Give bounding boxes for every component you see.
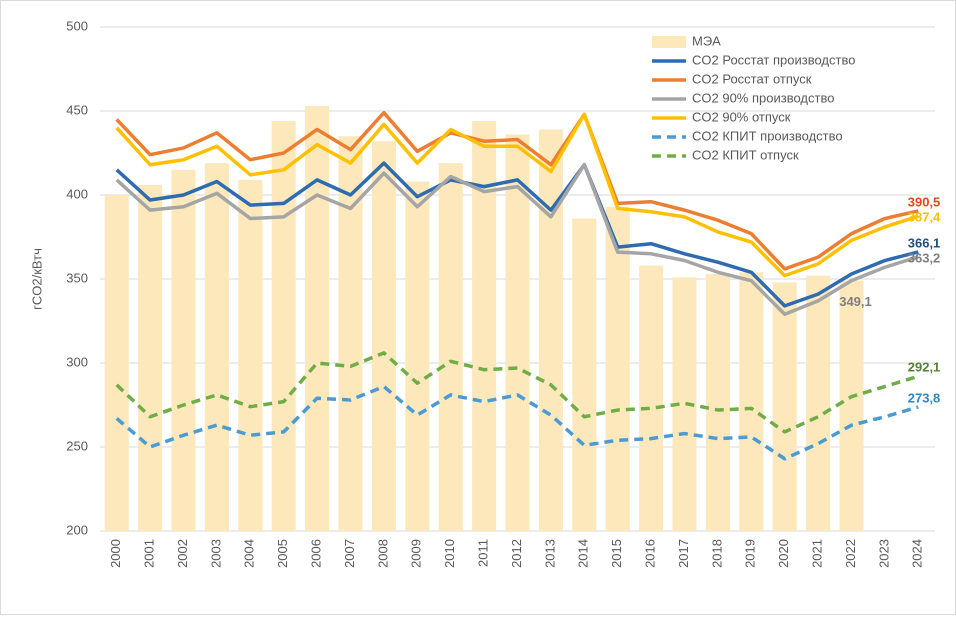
- bar: [806, 275, 831, 531]
- bar: [204, 163, 229, 531]
- y-tick-label: 500: [66, 18, 88, 33]
- legend-swatch: [652, 36, 686, 48]
- line: [115, 351, 919, 434]
- x-tick-label: 2015: [609, 539, 624, 568]
- bar: [438, 163, 463, 531]
- x-tick-label: 2005: [275, 539, 290, 568]
- bar: [472, 121, 497, 531]
- line: [115, 110, 919, 271]
- bar: [639, 265, 664, 531]
- x-tick-label: 2008: [375, 539, 390, 568]
- line: [115, 384, 919, 461]
- x-tick-label: 2000: [108, 539, 123, 568]
- y-tick-label: 450: [66, 102, 88, 117]
- x-tick-label: 2007: [342, 539, 357, 568]
- x-tick-label: 2021: [810, 539, 825, 568]
- line: [115, 161, 919, 308]
- legend-label: CO2 КПИТ производство: [692, 128, 843, 143]
- bar: [371, 141, 396, 532]
- x-tick-label: 2012: [509, 539, 524, 568]
- x-tick-label: 2004: [242, 539, 257, 568]
- y-tick-label: 400: [66, 186, 88, 201]
- x-tick-label: 2023: [876, 539, 891, 568]
- data-label: 273,8: [908, 390, 941, 405]
- y-tick-label: 250: [66, 438, 88, 453]
- bar: [605, 206, 630, 531]
- data-label: 292,1: [908, 360, 941, 375]
- bar: [238, 179, 263, 531]
- x-tick-label: 2011: [476, 539, 491, 567]
- legend-label: CO2 Росстат отпуск: [692, 71, 812, 86]
- x-tick-label: 2022: [843, 539, 858, 568]
- data-label: 363,2: [908, 250, 941, 265]
- x-tick-label: 2013: [542, 539, 557, 568]
- y-tick-label: 300: [66, 354, 88, 369]
- x-tick-label: 2014: [576, 539, 591, 568]
- y-tick-label: 350: [66, 270, 88, 285]
- x-tick-label: 2020: [776, 539, 791, 568]
- data-label: 387,4: [908, 209, 941, 224]
- data-label: 390,5: [908, 194, 941, 209]
- y-tick-label: 200: [66, 522, 88, 537]
- y-axis-label: гCO2/кВтч: [29, 248, 44, 310]
- x-tick-label: 2016: [643, 539, 658, 568]
- x-tick-label: 2006: [309, 539, 324, 568]
- bar: [505, 134, 530, 531]
- data-label: 349,1: [839, 294, 872, 309]
- x-tick-label: 2017: [676, 539, 691, 568]
- x-tick-label: 2001: [142, 539, 157, 568]
- legend-label: CO2 90% отпуск: [692, 109, 791, 124]
- x-tick-label: 2003: [208, 539, 223, 568]
- bar: [538, 129, 563, 532]
- line: [115, 112, 919, 278]
- x-tick-label: 2002: [175, 539, 190, 568]
- bar: [739, 272, 764, 531]
- bar: [839, 280, 864, 531]
- line: [115, 163, 919, 317]
- bar: [305, 105, 330, 532]
- legend-label: CO2 90% производство: [692, 90, 834, 105]
- bar: [138, 184, 163, 532]
- bar: [705, 273, 730, 531]
- bar: [271, 121, 296, 531]
- legend-label: CO2 Росстат производство: [692, 52, 855, 67]
- bar: [171, 169, 196, 532]
- x-tick-label: 2019: [743, 539, 758, 568]
- legend-label: МЭА: [692, 33, 721, 48]
- bar: [405, 181, 430, 531]
- x-tick-label: 2010: [442, 539, 457, 568]
- x-tick-label: 2018: [709, 539, 724, 568]
- bar: [772, 282, 797, 531]
- legend-label: CO2 КПИТ отпуск: [692, 147, 799, 162]
- bar: [104, 195, 129, 531]
- x-tick-label: 2009: [409, 539, 424, 568]
- x-tick-label: 2024: [910, 539, 925, 568]
- data-label: 366,1: [908, 235, 941, 250]
- bar: [572, 218, 597, 531]
